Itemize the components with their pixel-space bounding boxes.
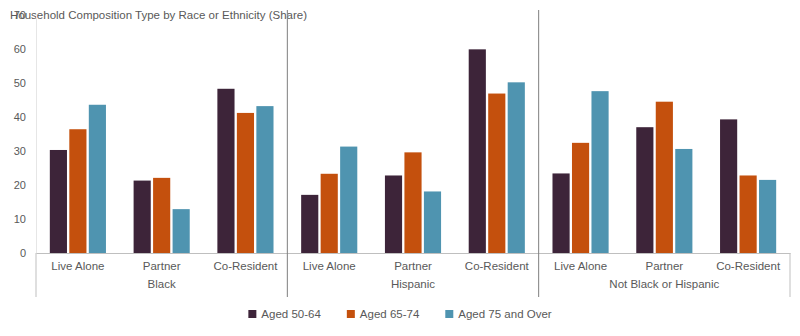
- group-separators: [36, 10, 790, 297]
- bar: [759, 180, 776, 253]
- y-tick: 40: [14, 111, 36, 123]
- x-tick-label: Co-Resident: [465, 260, 530, 272]
- bar: [424, 191, 441, 253]
- bar: [404, 152, 421, 253]
- bar: [301, 195, 318, 253]
- x-tick: Partner: [645, 253, 683, 272]
- bar: [656, 102, 673, 253]
- bar: [469, 49, 486, 253]
- y-axis-line: [36, 16, 37, 254]
- bar: [134, 181, 151, 253]
- y-tick-label: 10: [14, 213, 26, 225]
- bar: [173, 209, 190, 253]
- y-tick: 20: [14, 179, 36, 191]
- title: Household Composition Type by Race or Et…: [10, 9, 307, 21]
- y-tick: 0: [20, 247, 36, 259]
- x-tick: Live Alone: [303, 253, 356, 272]
- x-tick: Co-Resident: [716, 253, 781, 272]
- x-tick-label: Live Alone: [303, 260, 356, 272]
- y-tick-label: 60: [14, 43, 26, 55]
- legend-swatch: [347, 310, 355, 318]
- y-tick-label: 30: [14, 145, 26, 157]
- y-tick-label: 40: [14, 111, 26, 123]
- legend-label: Aged 50-64: [261, 308, 321, 320]
- x-tick-label: Co-Resident: [716, 260, 781, 272]
- bar: [675, 149, 692, 253]
- x-tick-label: Partner: [394, 260, 432, 272]
- bar: [508, 82, 525, 253]
- x-tick: Live Alone: [554, 253, 607, 272]
- x-tick-label: Co-Resident: [213, 260, 278, 272]
- y-tick-label: 70: [14, 9, 26, 21]
- bar: [153, 178, 170, 253]
- x-tick-label: Partner: [645, 260, 683, 272]
- bar: [552, 173, 569, 253]
- y-tick-label: 20: [14, 179, 26, 191]
- bar: [69, 129, 86, 253]
- group-label: Hispanic: [391, 278, 435, 290]
- legend-swatch: [445, 310, 453, 318]
- bar: [50, 150, 67, 253]
- chart: Household Composition Type by Race or Et…: [0, 0, 800, 336]
- x-tick-label: Partner: [143, 260, 181, 272]
- bar: [720, 119, 737, 253]
- legend-label: Aged 65-74: [360, 308, 420, 320]
- bar: [217, 89, 234, 253]
- x-tick: Co-Resident: [213, 253, 278, 272]
- bars: [50, 49, 776, 253]
- group-separator: [287, 10, 288, 297]
- group-separator: [790, 253, 791, 297]
- bar: [256, 106, 273, 253]
- bar: [385, 175, 402, 253]
- y-tick: 70: [14, 9, 36, 21]
- bar: [636, 127, 653, 253]
- group-label: Not Black or Hispanic: [609, 278, 719, 290]
- legend-item: Aged 50-64: [248, 308, 321, 320]
- group-label: Black: [148, 278, 176, 290]
- x-tick: Partner: [394, 253, 432, 272]
- bar: [340, 147, 357, 253]
- legend-item: Aged 65-74: [347, 308, 420, 320]
- bar: [591, 91, 608, 253]
- x-tick: Co-Resident: [465, 253, 530, 272]
- legend-item: Aged 75 and Over: [445, 308, 552, 320]
- x-axis-line: [37, 253, 791, 254]
- bar: [572, 143, 589, 253]
- bar: [89, 105, 106, 253]
- y-tick-label: 0: [20, 247, 26, 259]
- group-separator: [36, 253, 37, 297]
- bar: [321, 174, 338, 253]
- legend: Aged 50-64 Aged 65-74 Aged 75 and Over: [248, 308, 551, 320]
- bar: [488, 94, 505, 253]
- y-tick: 10: [14, 213, 36, 225]
- group-separator: [538, 10, 539, 297]
- legend-swatch: [248, 310, 256, 318]
- x-axis: Live Alone Partner Co-Resident Live Alone Pa…: [37, 253, 791, 272]
- x-tick-label: Live Alone: [51, 260, 104, 272]
- y-tick: 50: [14, 77, 36, 89]
- y-axis: 0 10 20 30 40 50 60 70: [14, 9, 37, 259]
- bar: [237, 113, 254, 253]
- x-tick-label: Live Alone: [554, 260, 607, 272]
- x-tick: Partner: [143, 253, 181, 272]
- y-tick: 60: [14, 43, 36, 55]
- legend-label: Aged 75 and Over: [458, 308, 552, 320]
- y-tick: 30: [14, 145, 36, 157]
- y-tick-label: 50: [14, 77, 26, 89]
- x-tick: Live Alone: [51, 253, 104, 272]
- bar: [740, 175, 757, 253]
